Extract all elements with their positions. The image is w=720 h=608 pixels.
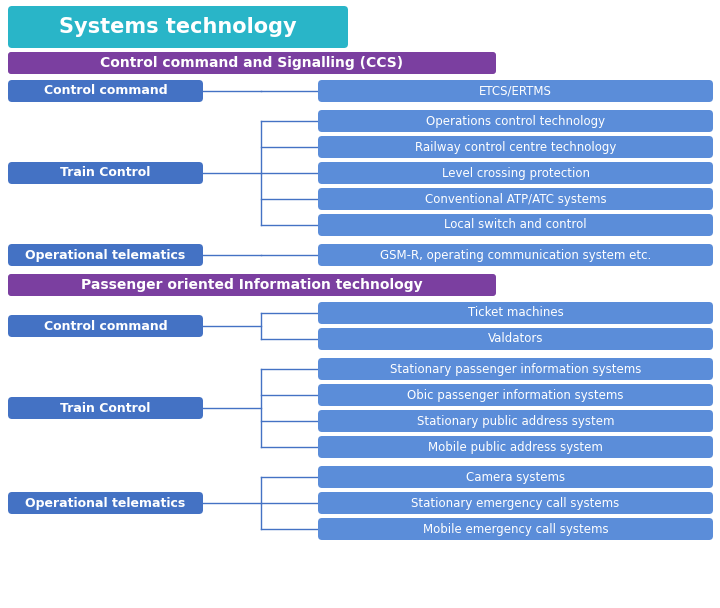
Text: Level crossing protection: Level crossing protection <box>441 167 590 179</box>
FancyBboxPatch shape <box>318 436 713 458</box>
FancyBboxPatch shape <box>318 384 713 406</box>
Text: GSM-R, operating communication system etc.: GSM-R, operating communication system et… <box>380 249 651 261</box>
Text: Control command: Control command <box>44 85 167 97</box>
FancyBboxPatch shape <box>8 162 203 184</box>
Text: ETCS/ERTMS: ETCS/ERTMS <box>479 85 552 97</box>
FancyBboxPatch shape <box>318 358 713 380</box>
FancyBboxPatch shape <box>318 328 713 350</box>
Text: Operations control technology: Operations control technology <box>426 114 605 128</box>
Text: Obic passenger information systems: Obic passenger information systems <box>408 389 624 401</box>
Text: Stationary passenger information systems: Stationary passenger information systems <box>390 362 642 376</box>
FancyBboxPatch shape <box>318 110 713 132</box>
FancyBboxPatch shape <box>318 80 713 102</box>
Text: Stationary public address system: Stationary public address system <box>417 415 614 427</box>
Text: Systems technology: Systems technology <box>59 17 297 37</box>
FancyBboxPatch shape <box>8 315 203 337</box>
FancyBboxPatch shape <box>318 244 713 266</box>
FancyBboxPatch shape <box>318 302 713 324</box>
Text: Local switch and control: Local switch and control <box>444 218 587 232</box>
Text: Valdators: Valdators <box>487 333 544 345</box>
Text: Mobile emergency call systems: Mobile emergency call systems <box>423 522 608 536</box>
Text: Passenger oriented Information technology: Passenger oriented Information technolog… <box>81 278 423 292</box>
FancyBboxPatch shape <box>8 492 203 514</box>
FancyBboxPatch shape <box>318 188 713 210</box>
FancyBboxPatch shape <box>8 274 496 296</box>
Text: Train Control: Train Control <box>60 167 150 179</box>
FancyBboxPatch shape <box>8 244 203 266</box>
FancyBboxPatch shape <box>318 518 713 540</box>
FancyBboxPatch shape <box>8 6 348 48</box>
FancyBboxPatch shape <box>8 52 496 74</box>
FancyBboxPatch shape <box>318 214 713 236</box>
FancyBboxPatch shape <box>318 492 713 514</box>
Text: Operational telematics: Operational telematics <box>25 497 186 510</box>
Text: Stationary emergency call systems: Stationary emergency call systems <box>411 497 620 510</box>
Text: Railway control centre technology: Railway control centre technology <box>415 140 616 153</box>
FancyBboxPatch shape <box>318 136 713 158</box>
Text: Conventional ATP/ATC systems: Conventional ATP/ATC systems <box>425 193 606 206</box>
FancyBboxPatch shape <box>318 162 713 184</box>
Text: Operational telematics: Operational telematics <box>25 249 186 261</box>
Text: Control command and Signalling (CCS): Control command and Signalling (CCS) <box>100 56 404 70</box>
Text: Ticket machines: Ticket machines <box>467 306 563 319</box>
Text: Train Control: Train Control <box>60 401 150 415</box>
FancyBboxPatch shape <box>318 466 713 488</box>
FancyBboxPatch shape <box>318 410 713 432</box>
Text: Mobile public address system: Mobile public address system <box>428 441 603 454</box>
FancyBboxPatch shape <box>8 397 203 419</box>
Text: Camera systems: Camera systems <box>466 471 565 483</box>
Text: Control command: Control command <box>44 319 167 333</box>
FancyBboxPatch shape <box>8 80 203 102</box>
